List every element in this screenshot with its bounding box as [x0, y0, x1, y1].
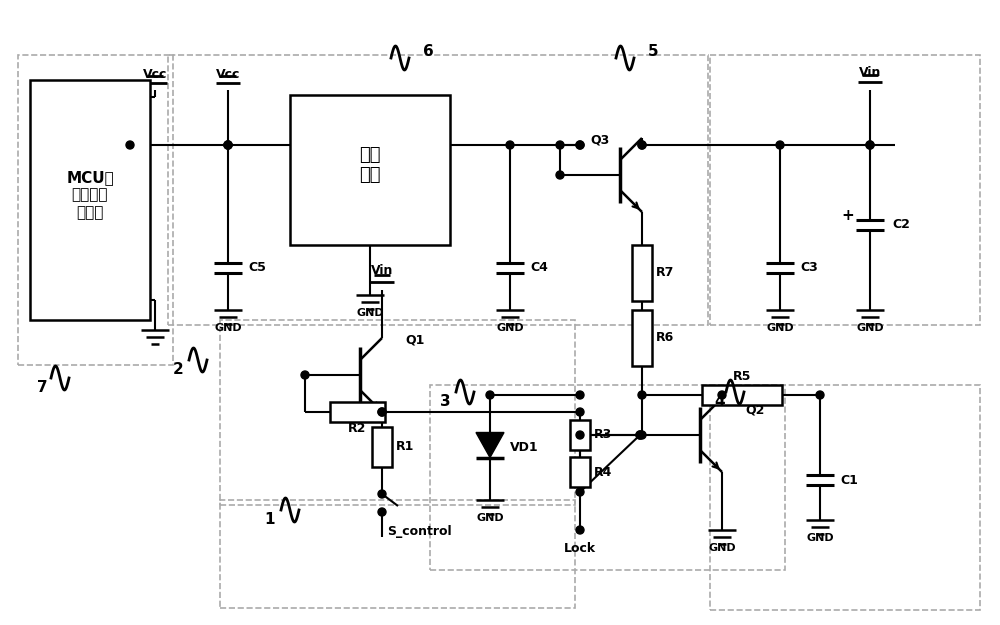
Circle shape — [378, 408, 386, 416]
Bar — [710, 385, 980, 610]
Text: 3: 3 — [440, 394, 450, 409]
Circle shape — [224, 141, 232, 149]
Text: 6: 6 — [423, 44, 434, 59]
Bar — [710, 55, 980, 325]
Circle shape — [378, 490, 386, 498]
Text: 2: 2 — [173, 362, 183, 378]
Text: R4: R4 — [594, 466, 612, 479]
Text: C4: C4 — [530, 261, 548, 274]
Circle shape — [638, 141, 646, 149]
Text: Q1: Q1 — [405, 334, 424, 346]
Bar — [702, 385, 782, 405]
Text: Q2: Q2 — [745, 404, 764, 416]
Text: R1: R1 — [396, 441, 414, 454]
Text: GND: GND — [356, 308, 384, 318]
Text: C1: C1 — [840, 474, 858, 486]
Circle shape — [576, 526, 584, 534]
Circle shape — [556, 141, 564, 149]
Bar — [570, 420, 590, 450]
Circle shape — [576, 141, 584, 149]
Text: Vcc: Vcc — [216, 69, 240, 81]
Text: C3: C3 — [800, 261, 818, 274]
Text: GND: GND — [806, 533, 834, 543]
Text: C5: C5 — [248, 261, 266, 274]
Circle shape — [486, 391, 494, 399]
Text: GND: GND — [476, 513, 504, 523]
Text: GND: GND — [856, 323, 884, 333]
Bar — [632, 309, 652, 366]
Circle shape — [556, 171, 564, 179]
Circle shape — [776, 141, 784, 149]
Text: S_control: S_control — [387, 526, 452, 539]
Circle shape — [638, 391, 646, 399]
Circle shape — [378, 508, 386, 516]
Text: 1: 1 — [265, 512, 275, 528]
Text: R3: R3 — [594, 429, 612, 441]
Circle shape — [638, 431, 646, 439]
Text: 电源
芯片: 电源 芯片 — [359, 146, 381, 184]
Circle shape — [301, 371, 309, 379]
Text: R7: R7 — [656, 266, 674, 279]
Bar — [372, 427, 392, 467]
Circle shape — [126, 141, 134, 149]
Bar — [632, 244, 652, 301]
Circle shape — [816, 391, 824, 399]
Text: Q3: Q3 — [590, 134, 610, 146]
Text: 7: 7 — [37, 381, 47, 396]
Bar — [220, 500, 575, 608]
Text: GND: GND — [766, 323, 794, 333]
Text: Vcc: Vcc — [143, 69, 167, 81]
Text: GND: GND — [214, 323, 242, 333]
Text: Lock: Lock — [564, 541, 596, 554]
Text: R2: R2 — [348, 421, 366, 434]
Text: R5: R5 — [733, 371, 751, 384]
Text: 4: 4 — [715, 394, 725, 409]
Circle shape — [866, 141, 874, 149]
Polygon shape — [476, 432, 504, 457]
Circle shape — [576, 408, 584, 416]
Circle shape — [576, 141, 584, 149]
Bar — [570, 457, 590, 487]
Bar — [290, 95, 450, 245]
Circle shape — [636, 431, 644, 439]
Text: GND: GND — [708, 543, 736, 553]
Circle shape — [576, 488, 584, 496]
Text: VD1: VD1 — [510, 441, 539, 454]
Bar — [168, 55, 708, 325]
Circle shape — [636, 431, 644, 439]
Text: MCU、
温度采样
等负载: MCU、 温度采样 等负载 — [66, 170, 114, 220]
Circle shape — [224, 141, 232, 149]
Bar — [220, 320, 575, 505]
Bar — [30, 80, 150, 320]
Text: 5: 5 — [648, 44, 659, 59]
Circle shape — [576, 391, 584, 399]
Text: GND: GND — [496, 323, 524, 333]
Bar — [18, 55, 173, 365]
Circle shape — [576, 431, 584, 439]
Text: Vin: Vin — [371, 264, 393, 276]
Bar — [430, 385, 785, 570]
Circle shape — [506, 141, 514, 149]
Circle shape — [718, 391, 726, 399]
Text: C2: C2 — [892, 219, 910, 231]
Bar — [330, 402, 385, 422]
Circle shape — [378, 408, 386, 416]
Circle shape — [638, 141, 646, 149]
Text: +: + — [842, 208, 854, 222]
Circle shape — [866, 141, 874, 149]
Text: Vin: Vin — [859, 66, 881, 79]
Circle shape — [224, 141, 232, 149]
Text: R6: R6 — [656, 331, 674, 344]
